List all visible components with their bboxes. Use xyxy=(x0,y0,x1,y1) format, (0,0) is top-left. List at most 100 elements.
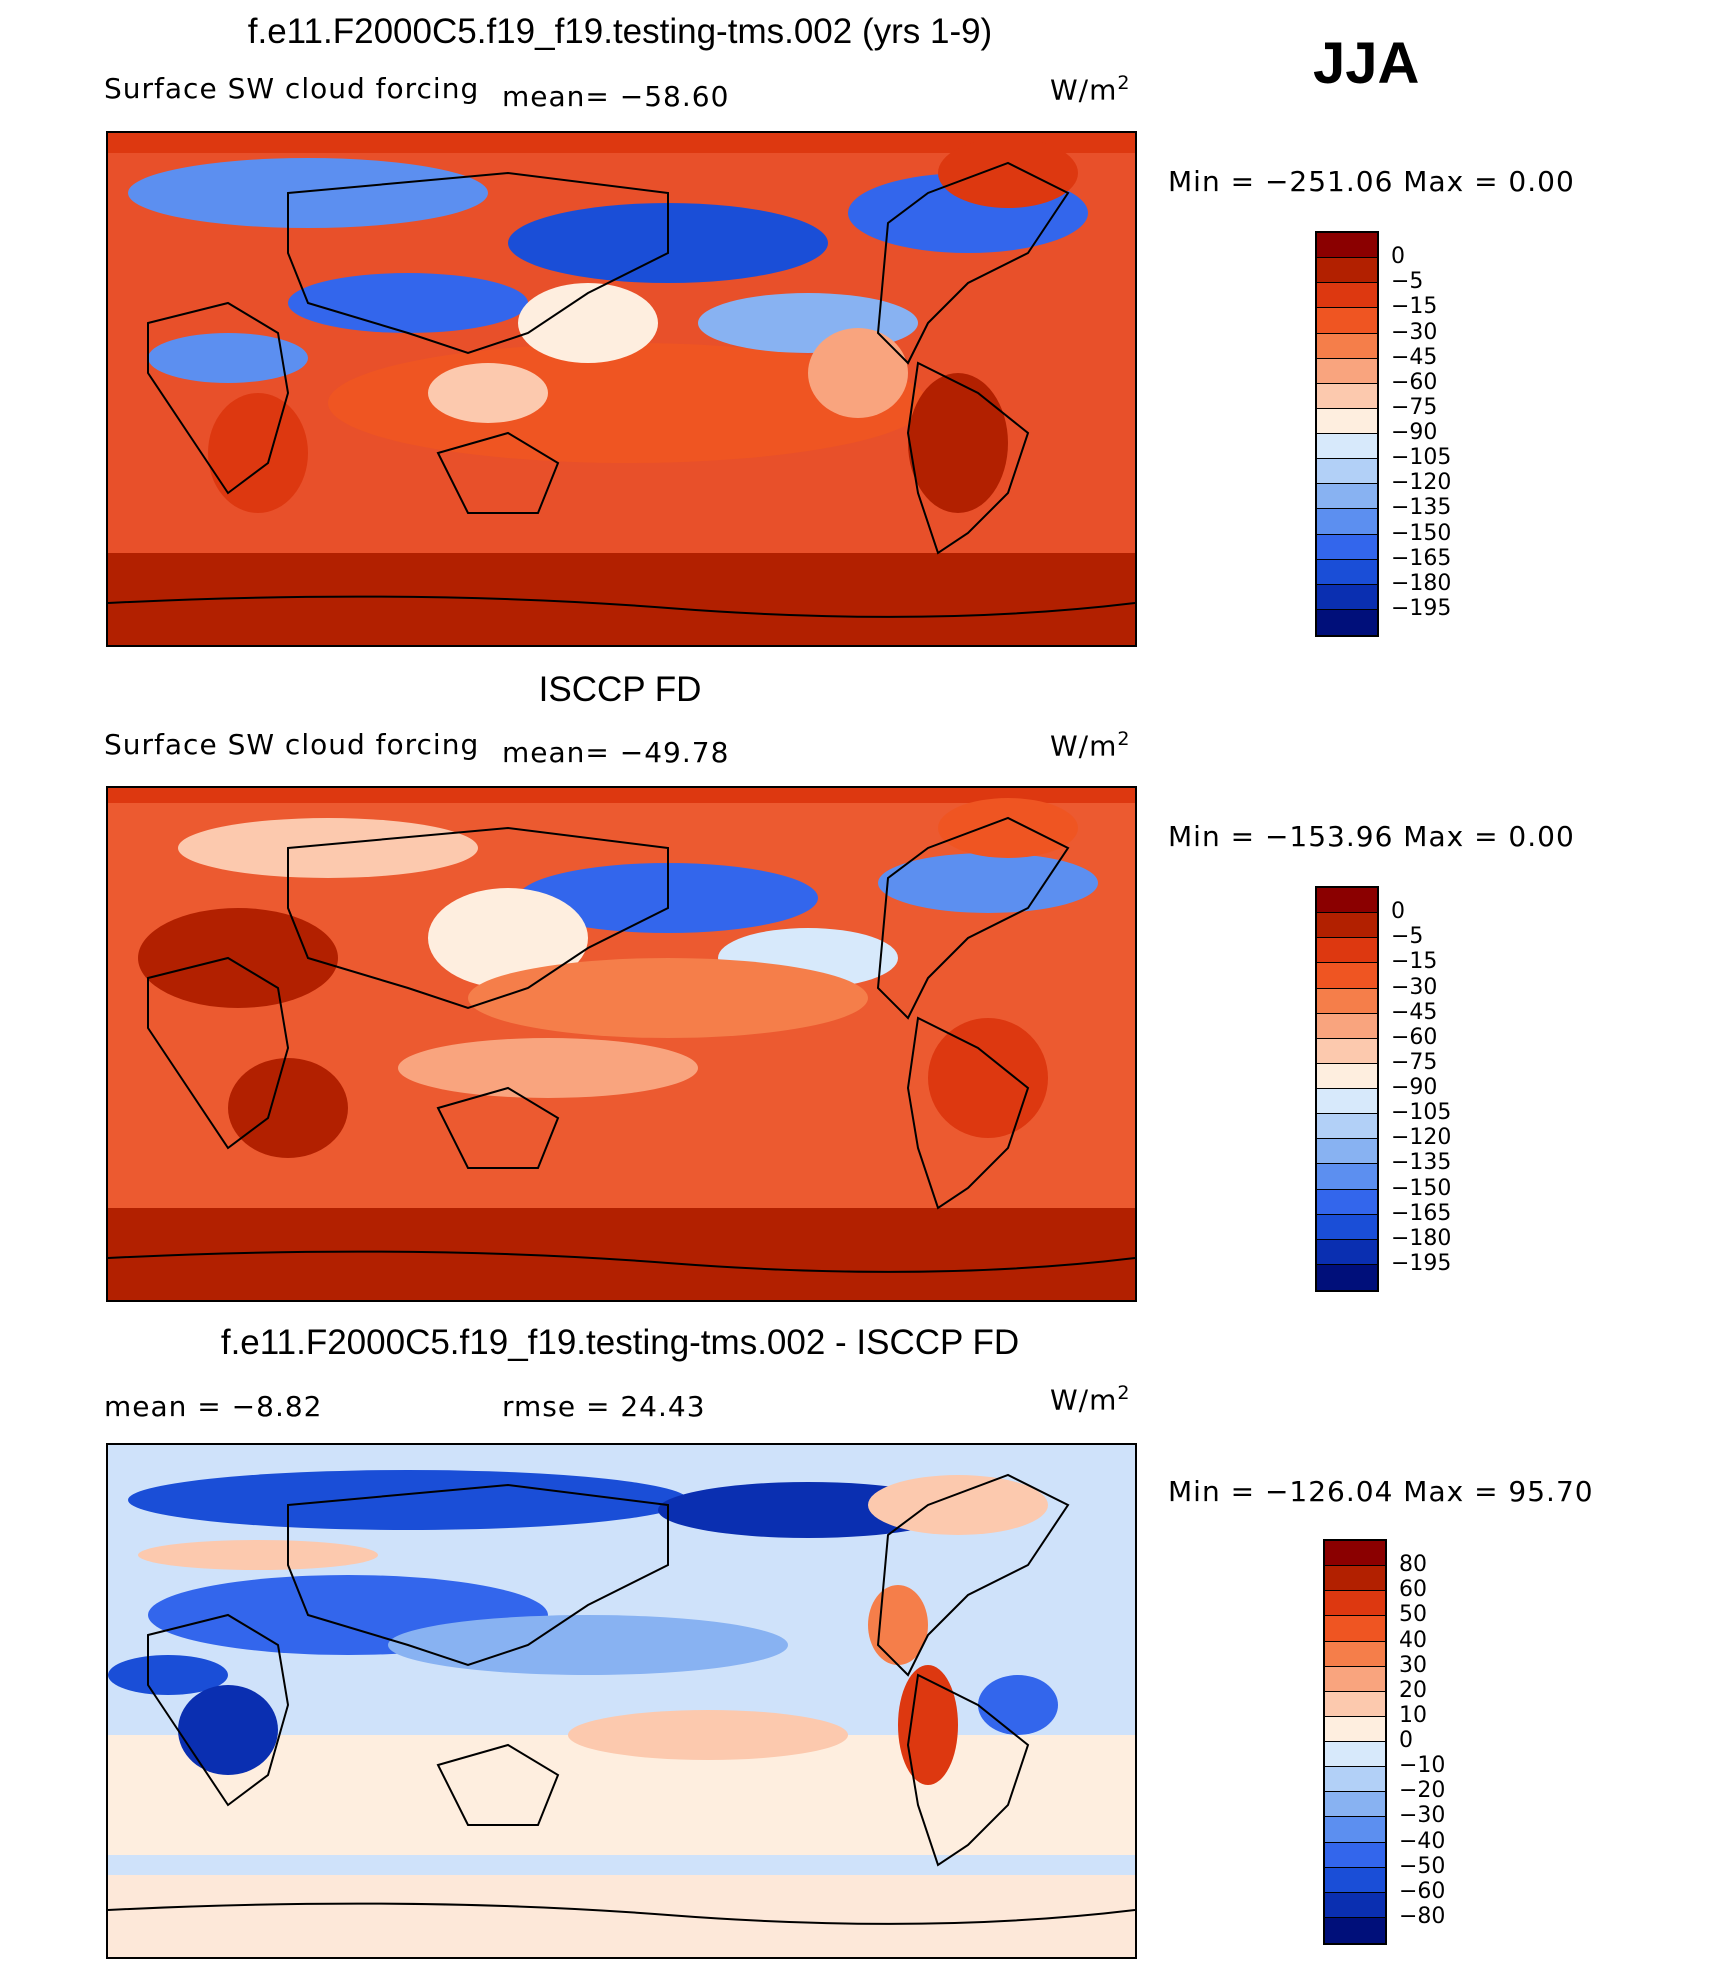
colorbar-tick-label: −75 xyxy=(1391,1049,1438,1075)
colorbar-swatch xyxy=(1325,1792,1385,1818)
colorbar-swatch xyxy=(1325,1566,1385,1592)
colorbar-swatch xyxy=(1325,1767,1385,1793)
colorbar-tick-label: −15 xyxy=(1391,294,1438,320)
colorbar-swatch xyxy=(1325,1817,1385,1843)
colorbar-tick-label: −30 xyxy=(1399,1803,1446,1829)
colorbar-tick-label: −60 xyxy=(1391,1024,1438,1050)
colorbar-swatch xyxy=(1325,1842,1385,1868)
colorbar-swatch xyxy=(1317,938,1377,964)
colorbar-tick-label: −60 xyxy=(1391,369,1438,395)
colorbar-swatch xyxy=(1317,1264,1377,1290)
map-diff xyxy=(106,1443,1137,1959)
colorbar-swatch xyxy=(1317,333,1377,359)
colorbar-swatch xyxy=(1325,1691,1385,1717)
minmax-label-diff: Min = −126.04 Max = 95.70 xyxy=(1168,1475,1594,1508)
panel-title-obs: ISCCP FD xyxy=(538,670,702,709)
colorbar-tick-label: 0 xyxy=(1391,244,1405,270)
colorbar-tick-label: −105 xyxy=(1391,445,1452,471)
colorbar-swatch xyxy=(1317,1239,1377,1265)
colorbar-tick-label: 20 xyxy=(1399,1677,1427,1703)
map-field-model xyxy=(108,133,1135,645)
colorbar-swatch xyxy=(1317,1063,1377,1089)
colorbar-swatch xyxy=(1317,434,1377,460)
colorbar-swatch xyxy=(1325,1742,1385,1768)
colorbar-swatch xyxy=(1317,484,1377,510)
colorbar-tick-label: −120 xyxy=(1391,470,1452,496)
colorbar-tick-label: 0 xyxy=(1399,1728,1413,1753)
minmax-label-model: Min = −251.06 Max = 0.00 xyxy=(1168,165,1575,198)
units-label-model: W/m2 xyxy=(1050,72,1131,107)
colorbar-tick-label: −80 xyxy=(1399,1903,1446,1929)
colorbar-tick-label: −135 xyxy=(1391,495,1452,521)
colorbar-tick-label: −180 xyxy=(1391,570,1452,596)
colorbar-swatch xyxy=(1317,358,1377,384)
colorbar-tick-label: −195 xyxy=(1391,1250,1452,1276)
colorbar-swatch xyxy=(1317,308,1377,334)
colorbar-swatch xyxy=(1325,1616,1385,1642)
colorbar-tick-label: −120 xyxy=(1391,1125,1452,1151)
colorbar-tick-label: 30 xyxy=(1399,1652,1427,1678)
colorbar-swatch xyxy=(1317,408,1377,434)
colorbar-tick-label: −30 xyxy=(1391,974,1438,1000)
colorbar-swatch xyxy=(1325,1892,1385,1918)
mean-label-obs: mean= −49.78 xyxy=(502,736,730,769)
colorbar-tick-label: −135 xyxy=(1391,1150,1452,1176)
colorbar-swatch xyxy=(1325,1591,1385,1617)
map-model xyxy=(106,131,1137,647)
colorbar-swatch xyxy=(1317,1189,1377,1215)
variable-label-obs: Surface SW cloud forcing xyxy=(104,728,480,761)
map-field-obs xyxy=(108,788,1135,1300)
colorbar-tick-label: −45 xyxy=(1391,999,1438,1025)
colorbar-tick-label: −60 xyxy=(1399,1878,1446,1904)
mean-label-diff: mean = −8.82 xyxy=(104,1390,323,1423)
colorbar-swatch xyxy=(1317,283,1377,309)
map-obs xyxy=(106,786,1137,1302)
colorbar-tick-label: 10 xyxy=(1399,1702,1427,1728)
colorbar-tick-label: 40 xyxy=(1399,1627,1427,1653)
colorbar-tick-label: 0 xyxy=(1391,899,1405,925)
colorbar-swatch xyxy=(1317,383,1377,409)
minmax-label-obs: Min = −153.96 Max = 0.00 xyxy=(1168,820,1575,853)
colorbar-tick-label: −165 xyxy=(1391,1200,1452,1226)
colorbar-tick-label: 60 xyxy=(1399,1577,1427,1603)
colorbar-tick-label: 80 xyxy=(1399,1552,1427,1578)
colorbar-swatch xyxy=(1317,609,1377,635)
colorbar-swatch xyxy=(1317,1013,1377,1039)
units-label-obs: W/m2 xyxy=(1050,728,1131,763)
colorbar-swatch xyxy=(1317,233,1377,259)
colorbar-swatch xyxy=(1317,1214,1377,1240)
colorbar-swatch xyxy=(1325,1867,1385,1893)
colorbar-swatch xyxy=(1317,459,1377,485)
colorbar-obs xyxy=(1315,886,1379,1292)
colorbar-tick-label: −165 xyxy=(1391,545,1452,571)
colorbar-swatch xyxy=(1325,1641,1385,1667)
colorbar-swatch xyxy=(1325,1666,1385,1692)
colorbar-tick-label: −30 xyxy=(1391,319,1438,345)
variable-label-model: Surface SW cloud forcing xyxy=(104,72,480,105)
colorbar-tick-label: −15 xyxy=(1391,949,1438,975)
colorbar-tick-label: −195 xyxy=(1391,595,1452,621)
colorbar-swatch xyxy=(1317,963,1377,989)
colorbar-tick-label: −90 xyxy=(1391,420,1438,445)
colorbar-tick-label: −75 xyxy=(1391,394,1438,420)
colorbar-swatch xyxy=(1317,258,1377,284)
colorbar-tick-label: −90 xyxy=(1391,1075,1438,1100)
colorbar-swatch xyxy=(1317,1089,1377,1115)
colorbar-model xyxy=(1315,231,1379,637)
colorbar-swatch xyxy=(1317,1038,1377,1064)
colorbar-tick-label: −50 xyxy=(1399,1853,1446,1879)
colorbar-tick-label: −150 xyxy=(1391,520,1452,546)
colorbar-swatch xyxy=(1317,584,1377,610)
colorbar-swatch xyxy=(1317,888,1377,914)
colorbar-swatch xyxy=(1317,534,1377,560)
colorbar-swatch xyxy=(1325,1716,1385,1742)
colorbar-swatch xyxy=(1317,988,1377,1014)
colorbar-tick-label: −10 xyxy=(1399,1753,1446,1779)
rmse-label-diff: rmse = 24.43 xyxy=(502,1390,706,1423)
map-field-diff xyxy=(108,1445,1135,1957)
panel-title-model: f.e11.F2000C5.f19_f19.testing-tms.002 (y… xyxy=(247,12,993,51)
colorbar-tick-label: 50 xyxy=(1399,1602,1427,1628)
colorbar-swatch xyxy=(1325,1917,1385,1943)
colorbar-tick-label: −105 xyxy=(1391,1100,1452,1126)
colorbar-tick-label: −40 xyxy=(1399,1828,1446,1854)
